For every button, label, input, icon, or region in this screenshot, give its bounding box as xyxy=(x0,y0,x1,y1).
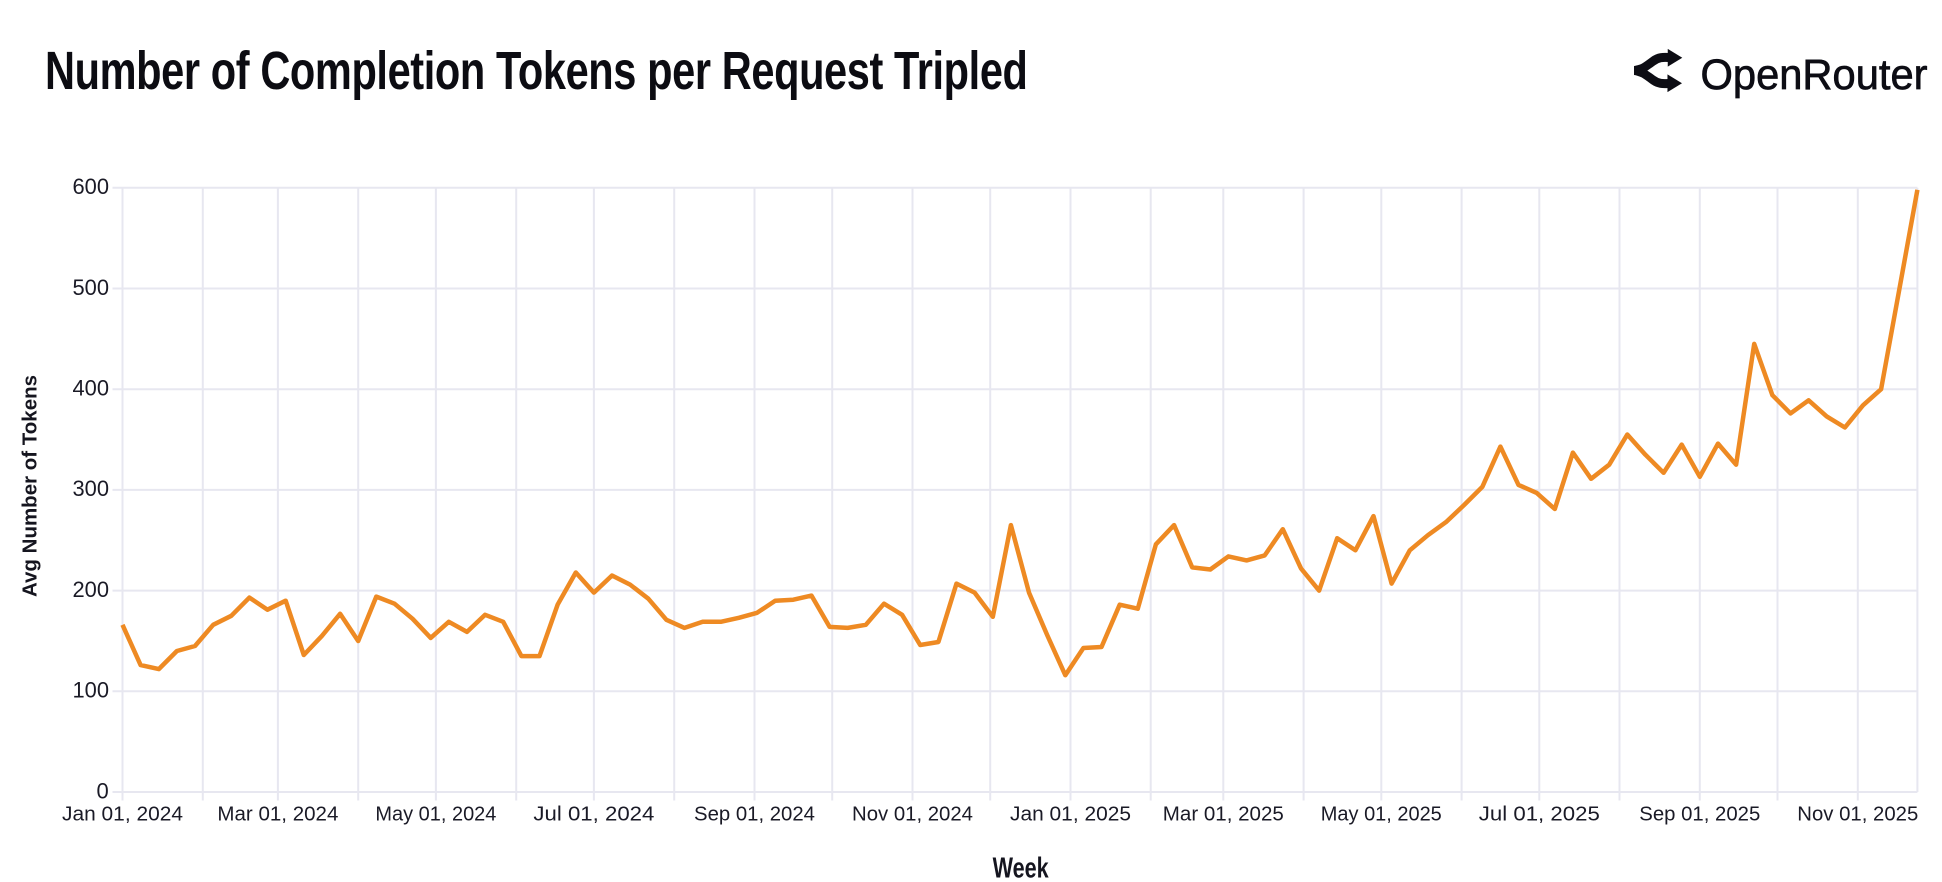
svg-text:May 01, 2024: May 01, 2024 xyxy=(375,803,496,826)
svg-text:Sep 01, 2024: Sep 01, 2024 xyxy=(694,803,815,826)
svg-text:Week: Week xyxy=(993,852,1049,882)
svg-text:Jul 01, 2024: Jul 01, 2024 xyxy=(533,803,654,826)
svg-text:Jan 01, 2024: Jan 01, 2024 xyxy=(62,803,183,826)
svg-text:May 01, 2025: May 01, 2025 xyxy=(1321,803,1442,826)
svg-text:OpenRouter: OpenRouter xyxy=(1701,51,1928,99)
svg-text:Jul 01, 2025: Jul 01, 2025 xyxy=(1479,803,1600,826)
svg-text:600: 600 xyxy=(73,174,110,199)
svg-text:Nov 01, 2025: Nov 01, 2025 xyxy=(1797,803,1918,826)
svg-text:300: 300 xyxy=(73,476,110,501)
svg-text:Mar 01, 2025: Mar 01, 2025 xyxy=(1163,803,1284,826)
svg-text:200: 200 xyxy=(73,577,110,602)
svg-text:Mar 01, 2024: Mar 01, 2024 xyxy=(217,803,338,826)
svg-text:Sep 01, 2025: Sep 01, 2025 xyxy=(1639,803,1760,826)
svg-text:500: 500 xyxy=(73,275,110,300)
svg-text:100: 100 xyxy=(73,678,110,703)
svg-text:400: 400 xyxy=(73,376,110,401)
svg-text:Jan 01, 2025: Jan 01, 2025 xyxy=(1010,803,1131,826)
svg-text:Nov 01, 2024: Nov 01, 2024 xyxy=(852,803,973,826)
svg-text:Avg Number of Tokens: Avg Number of Tokens xyxy=(19,375,42,597)
svg-text:0: 0 xyxy=(96,778,108,803)
